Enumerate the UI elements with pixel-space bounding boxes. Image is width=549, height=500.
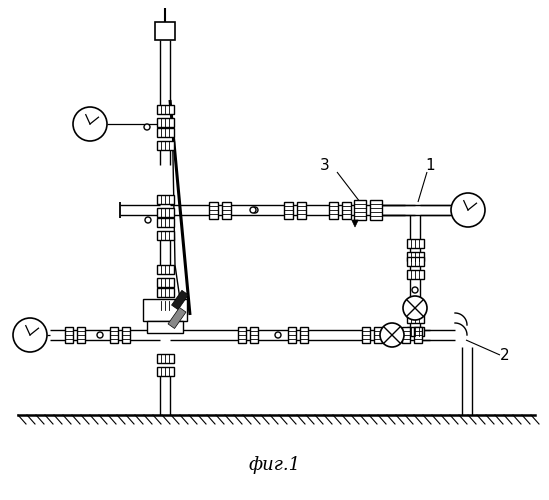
Circle shape — [252, 207, 258, 213]
Bar — [156, 105, 173, 114]
Polygon shape — [171, 290, 188, 310]
Bar — [406, 270, 423, 279]
Bar — [156, 128, 173, 137]
Circle shape — [412, 287, 418, 293]
Bar — [370, 200, 382, 220]
Bar — [342, 202, 351, 218]
Bar — [65, 327, 73, 343]
Bar — [155, 22, 175, 40]
Polygon shape — [352, 220, 358, 227]
Bar — [238, 327, 246, 343]
Bar — [406, 314, 423, 323]
Bar — [110, 327, 118, 343]
Bar — [156, 278, 173, 287]
Bar — [209, 202, 218, 218]
Bar — [406, 252, 423, 261]
Bar — [156, 288, 173, 297]
Circle shape — [250, 207, 256, 213]
Bar — [147, 321, 183, 333]
Bar — [402, 327, 410, 343]
Bar — [122, 327, 130, 343]
Bar — [156, 354, 173, 363]
Bar — [284, 202, 293, 218]
Bar — [156, 367, 173, 376]
Bar — [156, 218, 173, 227]
Bar — [156, 301, 173, 310]
Bar — [414, 327, 422, 343]
Circle shape — [145, 217, 151, 223]
Bar — [156, 141, 173, 150]
Text: 3: 3 — [320, 158, 330, 172]
Bar — [362, 327, 370, 343]
Bar — [77, 327, 85, 343]
Circle shape — [380, 323, 404, 347]
Bar — [288, 327, 296, 343]
Bar — [250, 327, 258, 343]
Bar — [354, 200, 366, 220]
Bar — [222, 202, 231, 218]
Circle shape — [451, 193, 485, 227]
Bar — [300, 327, 308, 343]
Bar — [156, 231, 173, 240]
Polygon shape — [168, 308, 186, 328]
Circle shape — [97, 332, 103, 338]
Circle shape — [13, 318, 47, 352]
Bar — [156, 265, 173, 274]
Circle shape — [403, 296, 427, 320]
Text: 1: 1 — [425, 158, 435, 172]
Bar — [406, 327, 423, 336]
Bar — [406, 257, 423, 266]
Circle shape — [144, 124, 150, 130]
Bar — [156, 208, 173, 217]
Circle shape — [275, 332, 281, 338]
Bar — [406, 239, 423, 248]
Bar — [143, 299, 187, 321]
Bar — [329, 202, 338, 218]
Text: 2: 2 — [500, 348, 509, 362]
Bar — [156, 195, 173, 204]
Text: фиг.1: фиг.1 — [249, 456, 301, 474]
Bar — [156, 118, 173, 127]
Bar — [374, 327, 382, 343]
Circle shape — [73, 107, 107, 141]
Bar — [297, 202, 306, 218]
